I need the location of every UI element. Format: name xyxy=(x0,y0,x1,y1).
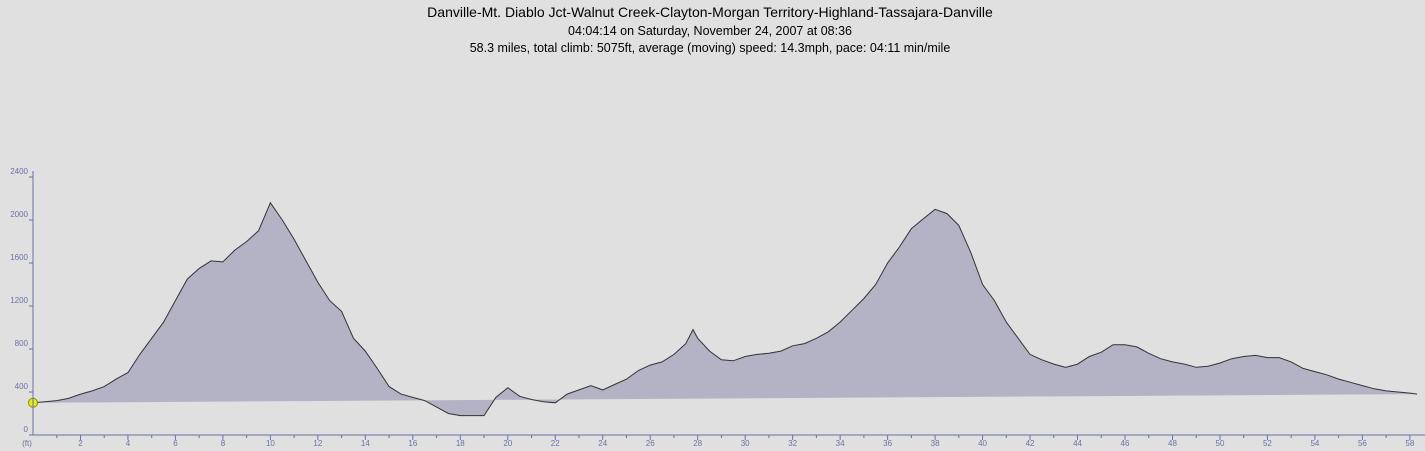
x-tick-label: 42 xyxy=(1026,439,1035,448)
x-tick-label: 6 xyxy=(173,439,178,448)
x-tick-label: 20 xyxy=(503,439,512,448)
x-tick-label: 34 xyxy=(836,439,845,448)
x-tick-label: 56 xyxy=(1358,439,1367,448)
x-tick-label: 30 xyxy=(741,439,750,448)
elevation-line xyxy=(32,201,1418,417)
y-tick-label: 2000 xyxy=(10,210,28,219)
y-axis-label: (ft) xyxy=(22,439,32,448)
y-tick-label: 400 xyxy=(15,382,29,391)
x-tick-label: 48 xyxy=(1168,439,1177,448)
summary: 58.3 miles, total climb: 5075ft, average… xyxy=(470,41,951,55)
y-tick-label: 800 xyxy=(15,339,29,348)
x-tick-label: 54 xyxy=(1310,439,1319,448)
x-tick-label: 38 xyxy=(931,439,940,448)
x-tick-label: 10 xyxy=(266,439,275,448)
subtitle: 04:04:14 on Saturday, November 24, 2007 … xyxy=(568,24,852,38)
x-tick-label: 58 xyxy=(1405,439,1414,448)
y-tick-label: 0 xyxy=(24,425,29,434)
x-tick-label: 28 xyxy=(693,439,702,448)
y-tick-label: 1600 xyxy=(10,253,28,262)
x-tick-label: 46 xyxy=(1121,439,1130,448)
x-tick-label: 4 xyxy=(126,439,131,448)
x-tick-label: 8 xyxy=(221,439,226,448)
x-tick-label: 52 xyxy=(1263,439,1272,448)
x-tick-label: 40 xyxy=(978,439,987,448)
y-tick-label: 2400 xyxy=(10,167,28,176)
x-tick-label: 22 xyxy=(551,439,560,448)
x-tick-label: 24 xyxy=(598,439,607,448)
x-tick-label: 36 xyxy=(883,439,892,448)
x-tick-label: 16 xyxy=(408,439,417,448)
x-tick-label: 32 xyxy=(788,439,797,448)
y-tick-label: 1200 xyxy=(10,296,28,305)
x-tick-label: 12 xyxy=(313,439,322,448)
x-tick-label: 14 xyxy=(361,439,370,448)
area-fill xyxy=(33,202,1417,416)
x-tick-label: 18 xyxy=(456,439,465,448)
chart-title: Danville-Mt. Diablo Jct-Walnut Creek-Cla… xyxy=(427,4,993,20)
x-tick-label: 44 xyxy=(1073,439,1082,448)
x-tick-label: 26 xyxy=(646,439,655,448)
x-tick-label: 50 xyxy=(1216,439,1225,448)
x-tick-label: 2 xyxy=(78,439,83,448)
